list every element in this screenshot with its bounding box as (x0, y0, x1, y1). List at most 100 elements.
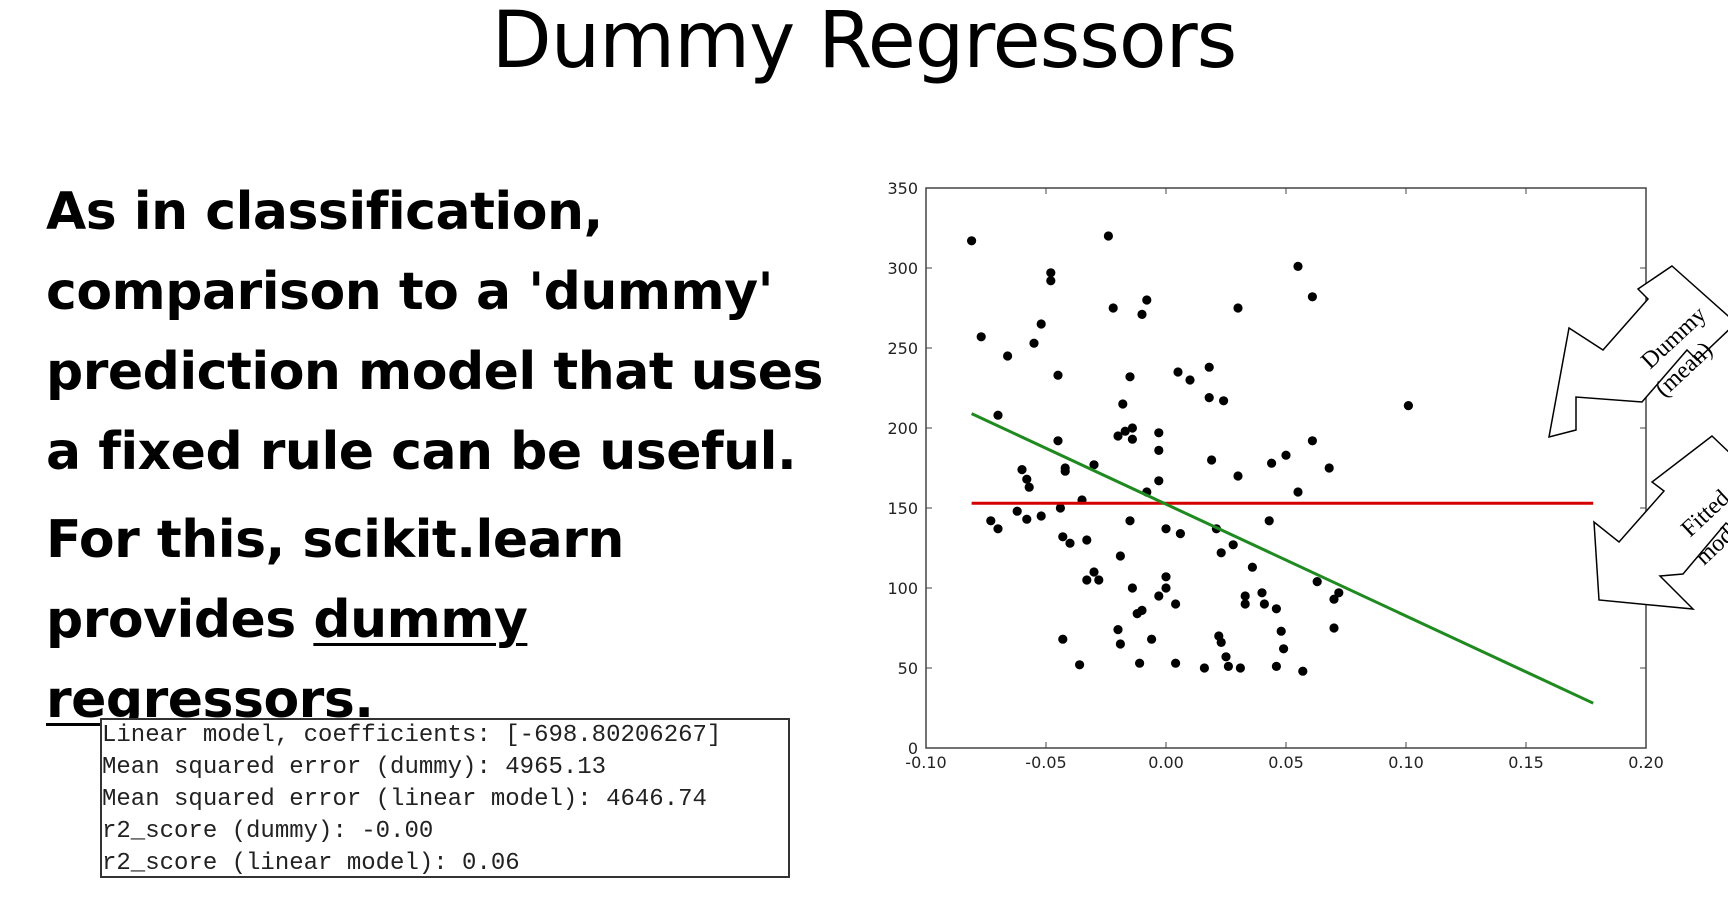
scatter-point (1154, 445, 1164, 455)
scatter-point (1223, 661, 1233, 671)
paragraph-1-line: prediction model that uses (46, 342, 823, 402)
paragraph-2-line: provides dummy (46, 580, 846, 660)
scatter-point (1053, 370, 1063, 380)
scatter-point (1120, 426, 1130, 436)
paragraph-2: For this, scikit.learn provides dummy re… (46, 500, 846, 740)
scatter-point (1259, 599, 1269, 609)
model-lines (970, 412, 1594, 705)
console-line: Mean squared error (dummy): 4965.13 (102, 754, 607, 781)
scatter-point (1022, 474, 1032, 484)
scatter-point (1075, 660, 1085, 670)
paragraph-2-line: For this, scikit.learn (46, 510, 624, 570)
scatter-point (1329, 594, 1339, 604)
dummy-regressors-link[interactable]: dummy (313, 590, 528, 650)
scatter-point (1113, 625, 1123, 635)
scatter-point (1082, 575, 1092, 585)
x-tick-label: -0.05 (1025, 753, 1066, 772)
scatter-point (1329, 623, 1339, 633)
scatter-point (1154, 591, 1164, 601)
scatter-point (1125, 516, 1135, 526)
scatter-point (1053, 436, 1063, 446)
scatter-point (1154, 476, 1164, 486)
scatter-point (976, 332, 986, 342)
fitted-arrow-shape (1593, 435, 1728, 610)
x-tick-label: 0.05 (1268, 753, 1304, 772)
scatter-point (1089, 460, 1099, 470)
paragraph-1-line: comparison to a 'dummy' (46, 262, 774, 322)
scatter-point (1082, 535, 1092, 545)
scatter-point (1307, 436, 1317, 446)
console-line: r2_score (linear model): 0.06 (102, 850, 520, 877)
y-tick-label: 350 (887, 179, 918, 198)
console-line: Mean squared error (linear model): 4646.… (102, 786, 707, 813)
scatter-point (1276, 626, 1286, 636)
scatter-point (1125, 372, 1135, 382)
x-tick-label: -0.10 (905, 753, 946, 772)
scatter-point (1137, 309, 1147, 319)
scatter-point (1204, 393, 1214, 403)
scatter-point (1065, 538, 1075, 548)
scatter-point (1171, 658, 1181, 668)
scatter-point (1216, 637, 1226, 647)
scatter-point (1334, 588, 1344, 598)
console-output: Linear model, coefficients: [-698.802062… (100, 718, 790, 878)
scatter-point (1293, 261, 1303, 271)
scatter-point (1233, 471, 1243, 481)
scatter-point (1058, 634, 1068, 644)
scatter-point (1267, 458, 1277, 468)
slide-title: Dummy Regressors (491, 0, 1238, 86)
scatter-point (1135, 658, 1145, 668)
y-tick-label: 250 (887, 339, 918, 358)
scatter-point (1161, 524, 1171, 534)
scatter-point (1147, 634, 1157, 644)
scatter-point (1307, 292, 1317, 302)
x-tick-label: 0.20 (1628, 753, 1664, 772)
scatter-point (1235, 663, 1245, 673)
scatter-point (1137, 605, 1147, 615)
scatter-point (1142, 295, 1152, 305)
scatter-point (1175, 529, 1185, 539)
scatter-point (1055, 503, 1065, 513)
scatter-point (986, 516, 996, 526)
scatter-chart: -0.10 -0.05 0.00 0.05 0.10 0.15 0.20 0 50 100 150 2… (887, 179, 1728, 772)
scatter-point (1298, 666, 1308, 676)
scatter-point (1103, 231, 1113, 241)
scatter-point (1058, 532, 1068, 542)
scatter-point (1036, 319, 1046, 329)
scatter-point (1199, 663, 1209, 673)
scatter-point (1257, 588, 1267, 598)
scatter-point (1207, 455, 1217, 465)
paragraph-2-period: . (354, 670, 374, 730)
data-points (967, 231, 1413, 676)
scatter-point (993, 410, 1003, 420)
scatter-point (1240, 591, 1250, 601)
scatter-point (993, 524, 1003, 534)
fitted-model-line (970, 412, 1594, 705)
x-tick-label: 0.10 (1388, 753, 1424, 772)
scatter-point (1017, 465, 1027, 475)
scatter-point (1324, 463, 1334, 473)
scatter-point (1161, 572, 1171, 582)
scatter-point (1281, 450, 1291, 460)
y-tick-label: 300 (887, 259, 918, 278)
console-line: r2_score (dummy): -0.00 (102, 818, 434, 845)
scatter-point (1012, 506, 1022, 516)
scatter-point (1173, 367, 1183, 377)
scatter-point (1094, 575, 1104, 585)
plot-frame (925, 187, 1647, 749)
scatter-point (1127, 434, 1137, 444)
paragraph-1-line: a fixed rule can be useful. (46, 422, 797, 482)
dummy-arrow-shape (1548, 265, 1728, 439)
scatter-point (1024, 482, 1034, 492)
scatter-point (1046, 276, 1056, 286)
scatter-point (1247, 562, 1257, 572)
scatter-point (1293, 487, 1303, 497)
scatter-point (1221, 652, 1231, 662)
scatter-point (1029, 338, 1039, 348)
scatter-point (1204, 362, 1214, 372)
scatter-point (1127, 423, 1137, 433)
paragraph-1-line: As in classification, (46, 182, 603, 242)
scatter-point (1003, 351, 1013, 361)
y-tick-label: 200 (887, 419, 918, 438)
